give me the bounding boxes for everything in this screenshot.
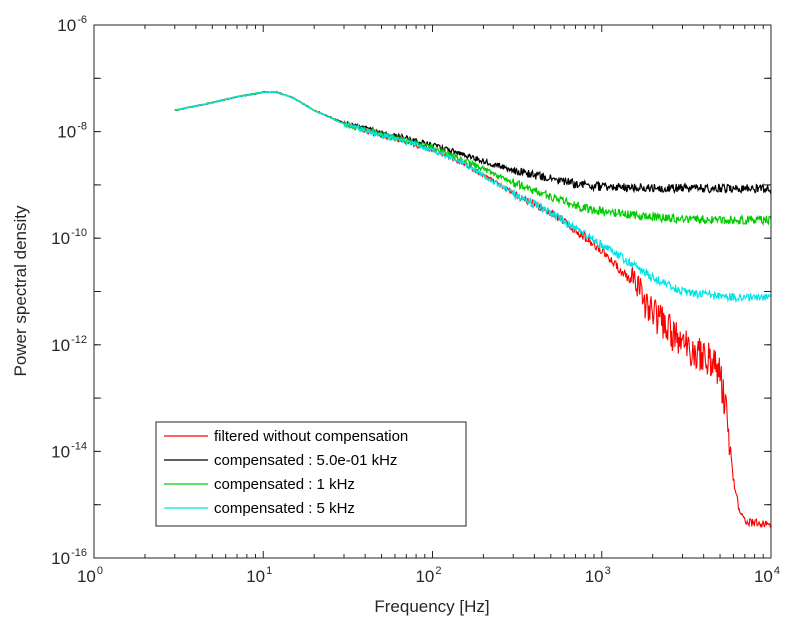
x-tick-label: 104 bbox=[754, 565, 780, 586]
legend-entry: compensated : 1 kHz bbox=[214, 476, 355, 493]
ticks-layer bbox=[93, 24, 772, 559]
tick-labels: 100 101 102 103 104 10-6 10-8 10-10 10-12 10-14 10… bbox=[51, 14, 780, 586]
x-tick-label: 102 bbox=[415, 565, 441, 586]
y-tick-label: 10-10 bbox=[51, 227, 87, 248]
legend-entry: compensated : 5.0e-01 kHz bbox=[214, 452, 397, 469]
legend-entry: compensated : 5 kHz bbox=[214, 500, 355, 517]
y-tick-label: 10-6 bbox=[57, 14, 87, 35]
y-tick-label: 10-14 bbox=[51, 440, 87, 461]
legend-entry: filtered without compensation bbox=[214, 428, 408, 445]
x-tick-label: 103 bbox=[585, 565, 611, 586]
x-tick-label: 100 bbox=[77, 565, 103, 586]
legend-box bbox=[155, 421, 467, 527]
x-axis-label: Frequency [Hz] bbox=[374, 597, 489, 616]
legend: filtered without compensation compensated… bbox=[155, 421, 467, 527]
series-line-3 bbox=[174, 90, 772, 304]
y-tick-label: 10-12 bbox=[51, 334, 87, 355]
y-axis-label: Power spectral density bbox=[11, 205, 30, 377]
y-tick-label: 10-16 bbox=[51, 547, 87, 568]
x-tick-label: 101 bbox=[246, 565, 272, 586]
series-layer bbox=[174, 90, 772, 528]
y-tick-label: 10-8 bbox=[57, 121, 87, 142]
